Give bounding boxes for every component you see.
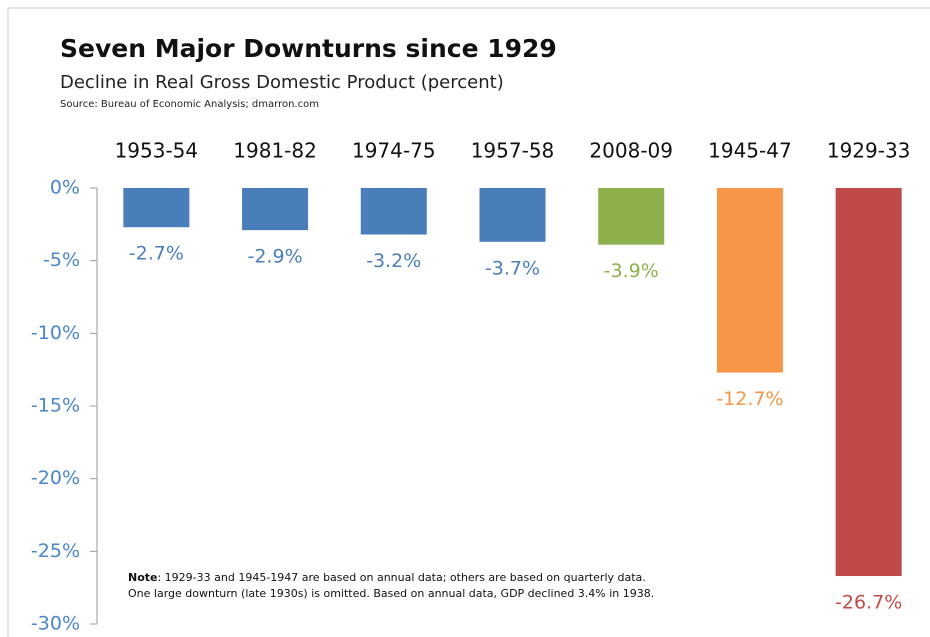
bar: [716, 188, 783, 373]
category-label: 1981-82: [233, 139, 317, 163]
y-tick-label: -25%: [31, 540, 80, 562]
value-label: -2.7%: [129, 243, 184, 265]
y-tick-label: -30%: [31, 613, 80, 635]
category-label: 1957-58: [471, 139, 555, 163]
y-tick-label: -15%: [31, 395, 80, 417]
y-tick-label: -10%: [31, 322, 80, 344]
bar: [835, 188, 902, 577]
bar: [123, 188, 190, 228]
value-label: -12.7%: [716, 388, 783, 410]
value-label: -3.9%: [604, 260, 659, 282]
value-label: -3.2%: [366, 250, 421, 272]
y-tick-label: -5%: [43, 249, 80, 271]
value-label: -3.7%: [485, 257, 540, 279]
category-label: 1929-33: [827, 139, 911, 163]
chart-subtitle: Decline in Real Gross Domestic Product (…: [60, 72, 504, 93]
note-line: : 1929-33 and 1945-1947 are based on ann…: [157, 571, 645, 584]
category-label: 1953-54: [115, 139, 199, 163]
category-label: 1945-47: [708, 139, 792, 163]
y-tick-label: -20%: [31, 467, 80, 489]
note: Note: 1929-33 and 1945-1947 are based on…: [128, 571, 646, 584]
category-label: 1974-75: [352, 139, 436, 163]
chart-source: Source: Bureau of Economic Analysis; dma…: [60, 99, 319, 110]
bar: [360, 188, 427, 235]
value-label: -2.9%: [248, 246, 303, 268]
bar: [479, 188, 546, 242]
note-label: Note: [128, 571, 157, 584]
y-tick-label: 0%: [50, 177, 80, 199]
chart-title: Seven Major Downturns since 1929: [60, 34, 557, 63]
bar: [598, 188, 665, 245]
value-label: -26.7%: [835, 592, 902, 614]
bar: [242, 188, 309, 231]
category-label: 2008-09: [589, 139, 673, 163]
note-line: One large downturn (late 1930s) is omitt…: [128, 587, 654, 600]
